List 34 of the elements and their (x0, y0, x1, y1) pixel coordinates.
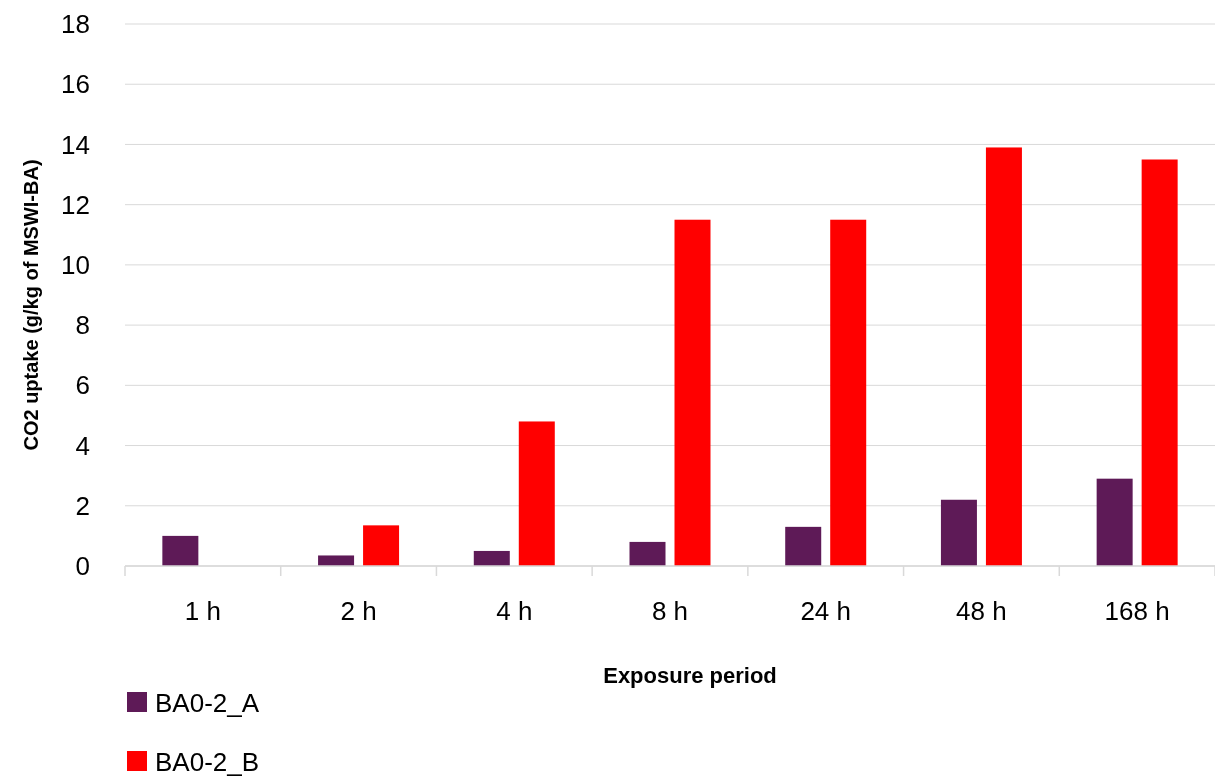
bar (629, 541, 666, 566)
bar (518, 421, 555, 566)
x-axis-title: Exposure period (603, 663, 777, 688)
bar (674, 219, 711, 566)
bar (318, 555, 355, 566)
legend-label: BA0-2_B (155, 747, 260, 776)
y-tick-label: 2 (75, 490, 90, 521)
bar (1096, 478, 1133, 566)
y-tick-label: 6 (75, 370, 90, 401)
y-tick-label: 10 (61, 249, 90, 280)
y-axis-title: CO2 uptake (g/kg of MSWI-BA) (20, 159, 42, 451)
legend-label: BA0-2_A (155, 688, 260, 719)
y-tick-label: 8 (75, 310, 90, 341)
x-tick-label: 24 h (800, 596, 852, 626)
bar (985, 147, 1022, 566)
bar (162, 535, 199, 566)
x-tick-label: 4 h (496, 596, 533, 626)
x-tick-label: 2 h (340, 596, 377, 626)
y-tick-label: 0 (75, 551, 90, 582)
y-tick-label: 18 (61, 9, 90, 40)
y-tick-label: 12 (61, 189, 90, 220)
bar (473, 550, 510, 566)
bar (363, 525, 400, 566)
y-tick-label: 16 (61, 69, 90, 100)
x-tick-label: 1 h (184, 596, 221, 626)
bar (785, 526, 822, 566)
y-tick-label: 14 (61, 129, 90, 160)
bar (940, 499, 977, 566)
x-tick-label: 168 h (1104, 596, 1170, 626)
y-tick-label: 4 (75, 430, 90, 461)
x-tick-label: 8 h (651, 596, 689, 626)
bar (1141, 159, 1178, 566)
x-tick-label: 48 h (956, 596, 1007, 626)
bar (830, 219, 867, 566)
